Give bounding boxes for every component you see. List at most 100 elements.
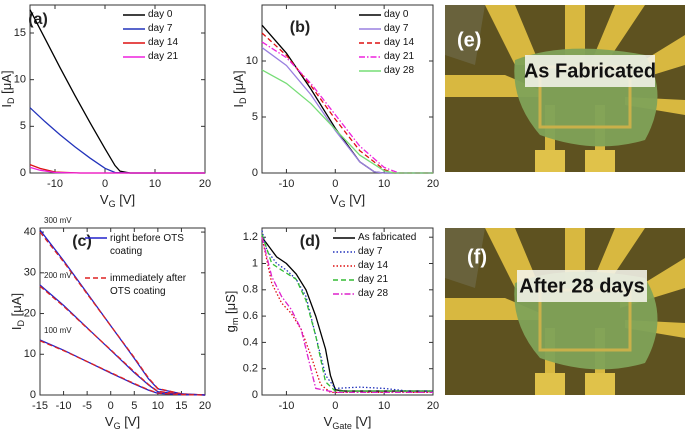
plot-frame	[261, 4, 434, 174]
legend-entry: day 14	[123, 37, 203, 49]
y-tick-label: 10	[246, 55, 258, 67]
x-axis-label: VGate [V]	[324, 414, 372, 431]
label-unit: [μA]	[0, 70, 14, 97]
panel-label: (e)	[457, 29, 481, 51]
legend: day 0 day 7 day 14 day 21	[123, 9, 203, 63]
y-tick-label: 5	[20, 120, 26, 132]
legend-swatch	[333, 265, 355, 267]
annotation: 100 mV	[44, 326, 72, 335]
panel-label: (f)	[467, 246, 487, 268]
data-line	[261, 234, 433, 392]
y-tick-label: 0.2	[243, 363, 258, 375]
label-unit: [V]	[116, 192, 136, 207]
data-line	[261, 237, 433, 394]
panel-label: (b)	[290, 19, 310, 36]
legend-label: immediately after OTS coating	[110, 273, 187, 297]
legend-swatch	[359, 56, 381, 58]
annotation: 200 mV	[44, 271, 72, 280]
legend-entry: immediately after OTS coating	[85, 272, 203, 298]
legend-swatch	[123, 42, 145, 44]
data-line	[261, 230, 433, 392]
data-line	[261, 69, 433, 174]
y-tick-label: 0.6	[243, 310, 258, 322]
legend-label: day 7	[358, 246, 383, 257]
photo-caption: As Fabricated	[524, 60, 656, 82]
legend-box: day 0 day 7 day 14 day 21 day 28	[359, 9, 431, 77]
x-tick-label: 20	[427, 178, 439, 190]
label-unit: [V]	[346, 192, 366, 207]
legend-entry: day 28	[333, 288, 431, 300]
x-tick-label: 5	[131, 400, 137, 412]
panel-label: (d)	[300, 233, 320, 250]
y-tick-label: 0	[252, 167, 258, 179]
legend-swatch	[333, 293, 355, 295]
y-axis-label: ID [μA]	[0, 70, 16, 107]
label-unit: [V]	[352, 414, 372, 429]
x-tick-label: -10	[56, 400, 72, 412]
legend-label: day 14	[148, 37, 179, 48]
label-sub: G	[109, 199, 116, 209]
legend-label: day 28	[384, 65, 415, 76]
label-sub: D	[238, 97, 248, 104]
legend-entry: day 14	[333, 260, 431, 272]
y-tick-label: 0	[252, 389, 258, 401]
legend-label: day 0	[148, 9, 173, 20]
label-main: I	[9, 326, 24, 330]
label-main: g	[223, 325, 238, 332]
label-main: I	[231, 104, 246, 108]
photo-e: (e) As Fabricated	[443, 3, 685, 174]
legend-swatch	[359, 14, 381, 16]
label-unit: [V]	[121, 414, 141, 429]
x-tick-label: -10	[47, 178, 63, 190]
label-unit: [μA]	[9, 293, 24, 320]
legend-entry: day 7	[333, 246, 431, 258]
photo-f: (f) After 28 days	[443, 226, 685, 397]
legend-box: day 0 day 7 day 14 day 21	[123, 9, 203, 63]
label-sub: m	[230, 318, 240, 326]
legend-box: As fabricated day 7 day 14 day 21 day 28	[333, 232, 431, 300]
y-tick-label: 5	[252, 111, 258, 123]
x-tick-label: 0	[332, 178, 338, 190]
annotation: 300 mV	[44, 216, 72, 225]
data-line	[261, 236, 433, 392]
legend-swatch	[123, 28, 145, 30]
legend: right before OTS coating immediately afte…	[85, 232, 203, 298]
x-axis-label: VG [V]	[100, 192, 135, 209]
legend-swatch	[359, 28, 381, 30]
y-axis-label: gm [μS]	[223, 291, 240, 333]
x-tick-label: -10	[278, 178, 294, 190]
data-line	[39, 231, 206, 396]
x-tick-label: 0	[108, 400, 114, 412]
y-tick-label: 20	[24, 307, 36, 319]
legend-swatch	[359, 70, 381, 72]
legend-label: day 7	[384, 23, 409, 34]
legend-entry: day 0	[123, 9, 203, 21]
x-tick-label: 10	[149, 178, 161, 190]
y-tick-label: 1.2	[243, 231, 258, 243]
legend-entry: right before OTS coating	[85, 232, 203, 258]
legend-swatch	[123, 56, 145, 58]
x-tick-label: 10	[378, 178, 390, 190]
legend-entry: day 14	[359, 37, 431, 49]
legend-entry: day 7	[123, 23, 203, 35]
legend-swatch	[333, 279, 355, 281]
legend-swatch	[123, 14, 145, 16]
legend-swatch	[85, 237, 107, 239]
legend-label: day 21	[384, 51, 415, 62]
data-line	[29, 9, 205, 174]
x-tick-label: 20	[199, 400, 211, 412]
legend-swatch	[333, 237, 355, 239]
label-sub: D	[6, 97, 16, 104]
legend: As fabricated day 7 day 14 day 21 day 28	[333, 232, 431, 300]
legend-label: day 14	[384, 37, 415, 48]
label-main: V	[330, 192, 339, 207]
plot-frame	[261, 227, 434, 396]
label-main: V	[100, 192, 109, 207]
y-tick-label: 10	[24, 348, 36, 360]
y-axis-label: ID [μA]	[231, 70, 248, 107]
label-main: V	[324, 414, 333, 429]
